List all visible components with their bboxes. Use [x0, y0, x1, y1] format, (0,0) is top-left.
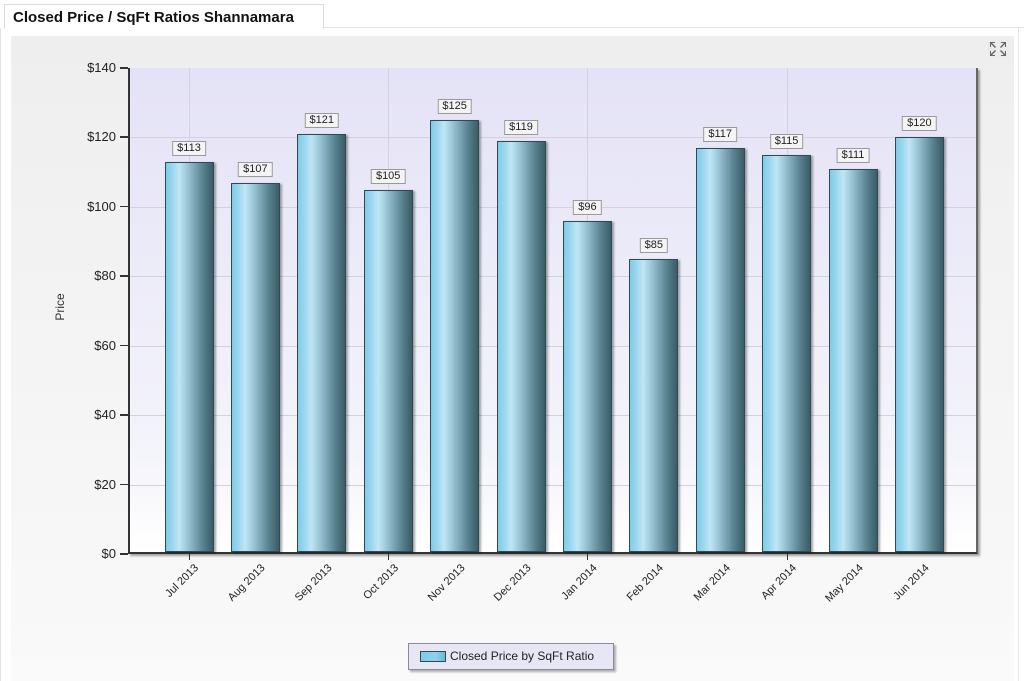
value-label: $121 [304, 112, 340, 128]
x-tick [587, 554, 589, 560]
bar[interactable] [164, 161, 214, 552]
y-tick-label: $140 [87, 60, 116, 75]
bar[interactable] [562, 220, 612, 552]
legend-label: Closed Price by SqFt Ratio [450, 649, 595, 663]
y-tick-label: $80 [94, 268, 116, 284]
gridline-horizontal [130, 137, 976, 139]
y-axis-title: Price [53, 293, 67, 321]
y-tick [120, 205, 128, 208]
chart-panel [0, 28, 1022, 681]
gridline-horizontal [130, 345, 976, 347]
y-tick [120, 483, 128, 486]
value-label: $107 [238, 161, 273, 177]
bar[interactable] [363, 189, 413, 552]
legend[interactable]: Closed Price by SqFt Ratio [408, 643, 614, 670]
bar[interactable] [894, 137, 944, 552]
y-tick-label: $100 [87, 198, 116, 214]
bar[interactable] [297, 133, 347, 552]
bar[interactable] [496, 140, 546, 552]
value-label: $111 [836, 147, 870, 163]
expand-arrows-icon[interactable] [988, 40, 1008, 58]
panel-title: Closed Price / SqFt Ratios Shannamara [13, 9, 294, 26]
y-tick [120, 344, 128, 347]
bar[interactable] [762, 154, 812, 552]
bar[interactable] [629, 258, 679, 552]
y-tick-label: $0 [101, 546, 116, 561]
value-label: $105 [370, 168, 406, 184]
panel-border [1018, 28, 1019, 681]
x-tick [388, 554, 390, 560]
panel-tab: Closed Price / SqFt Ratios Shannamara [4, 4, 324, 29]
gridline-horizontal [130, 276, 976, 278]
x-tick [189, 554, 190, 560]
gridline-horizontal [130, 484, 976, 486]
value-label: $96 [573, 199, 602, 215]
tab-divider [322, 27, 1024, 28]
value-label: $85 [639, 237, 668, 253]
bar[interactable] [828, 168, 878, 552]
value-label: $113 [172, 140, 206, 156]
y-tick [120, 414, 128, 416]
y-tick-label: $60 [94, 337, 116, 353]
legend-swatch [420, 651, 446, 662]
x-tick [786, 554, 788, 560]
bar[interactable] [430, 120, 480, 552]
y-tick [120, 553, 128, 555]
value-label: $119 [504, 119, 538, 135]
gridline-horizontal [130, 206, 976, 208]
y-tick [120, 136, 128, 138]
value-label: $115 [769, 133, 804, 149]
bar[interactable] [695, 147, 745, 552]
value-label: $117 [703, 126, 738, 142]
bar[interactable] [230, 182, 280, 552]
value-label: $125 [437, 99, 472, 115]
y-tick-label: $120 [87, 129, 116, 145]
y-tick-label: $40 [94, 407, 116, 423]
value-label: $120 [902, 116, 937, 132]
gridline-horizontal [130, 415, 976, 417]
y-tick [120, 67, 128, 69]
y-tick [120, 275, 128, 277]
y-tick-label: $20 [94, 476, 116, 492]
